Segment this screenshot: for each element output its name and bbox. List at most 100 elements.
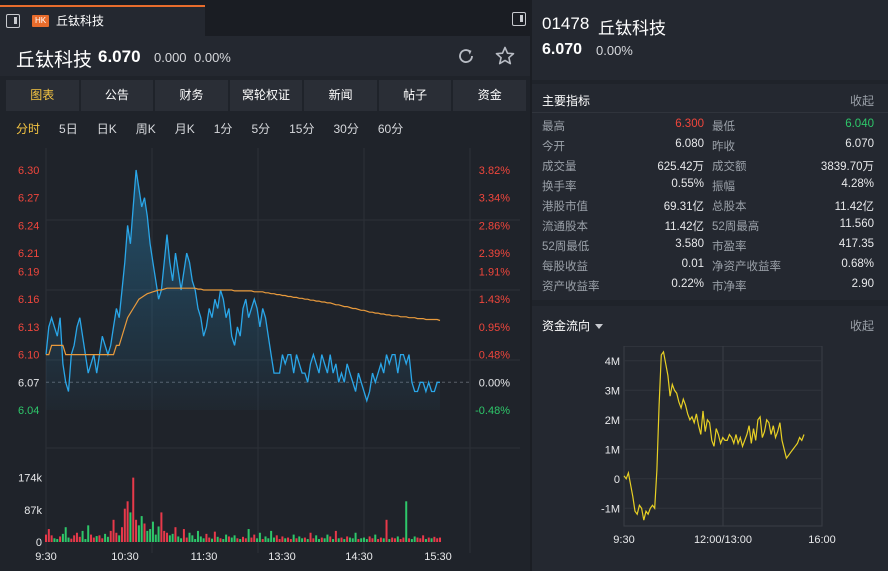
volume-bar	[160, 512, 163, 542]
info-pane: 01478 丘钛科技 6.070 0.00% 主要指标 收起 最高 6.300 最低…	[532, 0, 888, 571]
price-change: 0.000	[154, 50, 187, 65]
metric-label: 52周最高	[712, 221, 760, 233]
volume-bar	[163, 530, 166, 542]
flow-time-label: 16:00	[808, 534, 836, 546]
metric-label: 港股市值	[542, 201, 588, 213]
volume-bar	[56, 539, 59, 542]
time-tick-label: 11:30	[191, 551, 218, 563]
pct-tick-label: 2.39%	[479, 248, 510, 260]
favorite-star-icon[interactable]	[494, 45, 516, 67]
capital-flow-panel: 资金流向 收起 4M 3M 2M 1M 0 -1M 9:30 12:00/13:00 16:00	[532, 306, 888, 571]
tab-title: 丘钛科技	[56, 14, 105, 28]
pct-tick-label: 0.95%	[479, 322, 510, 334]
metric-value: 69.31亿	[663, 201, 704, 213]
volume-bar	[90, 534, 93, 542]
price-tick-label: 6.07	[18, 377, 39, 389]
flow-tick-label: 0	[614, 474, 620, 486]
period-30min[interactable]: 30分	[333, 122, 359, 136]
volume-bar	[368, 536, 371, 542]
volume-bar	[109, 530, 112, 542]
metric-row: 流通股本 11.42亿 52周最高 11.560	[532, 218, 888, 238]
volume-bar	[264, 536, 267, 542]
volume-bar	[405, 501, 408, 542]
volume-bar	[213, 531, 216, 542]
avg-price-line	[46, 287, 441, 356]
volume-bar	[298, 536, 301, 542]
volume-bar	[120, 527, 123, 542]
period-5day[interactable]: 5日	[59, 122, 78, 136]
metric-row: 换手率 0.55% 振幅 4.28%	[532, 178, 888, 198]
metric-label: 最低	[712, 121, 735, 133]
pct-tick-label: 1.43%	[479, 294, 510, 306]
period-60min[interactable]: 60分	[377, 122, 404, 136]
sidebar-toggle-icon[interactable]	[512, 12, 526, 26]
stock-tab[interactable]: HK 丘钛科技	[0, 5, 205, 36]
volume-bar	[309, 532, 312, 542]
price-tick-label: 6.27	[18, 193, 39, 205]
period-1min[interactable]: 1分	[213, 122, 233, 136]
tab-capital[interactable]: 资金	[453, 80, 527, 111]
volume-bar	[70, 538, 73, 542]
volume-bar	[75, 532, 78, 542]
volume-bar	[61, 533, 64, 542]
volume-bar	[64, 527, 67, 542]
pct-tick-label: 3.82%	[479, 165, 510, 177]
flow-collapse-button[interactable]: 收起	[849, 319, 874, 333]
volume-bar	[157, 526, 160, 542]
volume-bar	[303, 537, 306, 542]
tab-chart[interactable]: 图表	[6, 80, 79, 111]
period-monthly-k[interactable]: 月K	[174, 122, 195, 136]
period-daily-k[interactable]: 日K	[96, 122, 117, 136]
stock-header: 丘钛科技 6.070 0.000 0.00%	[0, 36, 530, 76]
volume-bar	[118, 535, 121, 542]
volume-tick-label: 87k	[24, 505, 42, 517]
volume-bar	[174, 527, 177, 542]
panel-layout-icon[interactable]	[6, 14, 20, 28]
metrics-collapse-button[interactable]: 收起	[849, 94, 874, 108]
flow-line	[623, 350, 805, 521]
pct-tick-label: 0.48%	[479, 350, 510, 362]
volume-bar	[151, 521, 154, 542]
metric-value: 6.040	[845, 118, 874, 130]
volume-bar	[171, 533, 174, 542]
metric-value: 11.42亿	[664, 221, 704, 233]
metric-value: 0.55%	[671, 178, 704, 190]
refresh-icon[interactable]	[456, 46, 476, 66]
tab-news[interactable]: 新闻	[304, 80, 377, 111]
volume-bar	[408, 538, 411, 542]
metric-label: 最高	[542, 121, 565, 133]
volume-bar	[219, 538, 222, 542]
pct-tick-label: 0.00%	[479, 377, 510, 389]
capital-flow-chart[interactable]: 4M 3M 2M 1M 0 -1M 9:30 12:00/13:00 16:00	[532, 346, 888, 546]
volume-bar	[149, 529, 152, 542]
volume-bar	[422, 535, 425, 542]
metric-label: 市净率	[712, 281, 747, 293]
metric-label: 市盈率	[712, 241, 747, 253]
period-intraday[interactable]: 分时	[16, 122, 41, 136]
tab-posts[interactable]: 帖子	[378, 80, 452, 111]
period-5min[interactable]: 5分	[251, 122, 271, 136]
volume-bar	[374, 534, 377, 542]
chevron-down-icon	[595, 324, 604, 330]
volume-bar	[81, 530, 84, 542]
metric-value: 625.42万	[657, 161, 704, 173]
volume-bar	[436, 538, 439, 542]
volume-bar	[329, 536, 332, 542]
period-15min[interactable]: 15分	[289, 122, 315, 136]
intraday-chart[interactable]: 6.30 3.82% 6.27 3.34% 6.24 2.86% 6.21 2.39% 6.19…	[0, 148, 530, 571]
volume-bar	[185, 537, 188, 542]
time-tick-label: 10:30	[111, 551, 139, 563]
flow-tick-label: 2M	[605, 415, 620, 427]
capital-flow-dropdown[interactable]: 资金流向	[542, 317, 604, 334]
tab-warrants[interactable]: 窝轮权证	[229, 80, 303, 111]
intraday-chart-svg[interactable]: 6.30 3.82% 6.27 3.34% 6.24 2.86% 6.21 2.39% 6.19…	[0, 148, 530, 571]
tab-announcements[interactable]: 公告	[80, 80, 154, 111]
period-weekly-k[interactable]: 周K	[135, 122, 156, 136]
volume-bar	[115, 532, 118, 542]
volume-bar	[320, 537, 323, 542]
metric-label: 成交量	[542, 161, 577, 173]
tab-financials[interactable]: 财务	[155, 80, 228, 111]
market-badge: HK	[32, 15, 49, 27]
metric-label: 流通股本	[542, 221, 588, 233]
volume-bar	[123, 508, 126, 542]
